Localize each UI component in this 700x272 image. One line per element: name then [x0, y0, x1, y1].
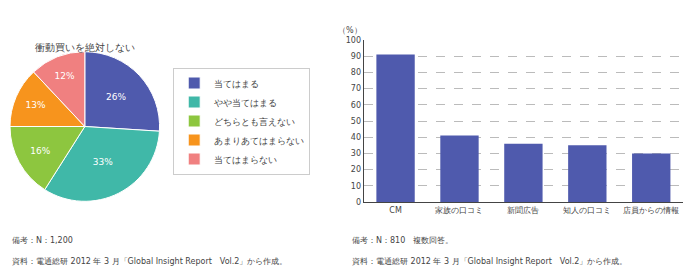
- svg-text:（%）: （%）: [338, 26, 362, 35]
- svg-text:当てはまらない: 当てはまらない: [214, 155, 277, 165]
- svg-text:12%: 12%: [54, 71, 74, 81]
- svg-text:備考：N：810 複数回答。: 備考：N：810 複数回答。: [352, 236, 453, 245]
- svg-text:100: 100: [346, 36, 361, 45]
- svg-text:33%: 33%: [93, 157, 113, 167]
- svg-text:知人の口コミ: 知人の口コミ: [563, 206, 611, 215]
- svg-text:13%: 13%: [25, 100, 45, 110]
- svg-text:資料：電通総研 2012 年 3 月「Global Insi: 資料：電通総研 2012 年 3 月「Global Insight Report…: [352, 257, 627, 266]
- svg-text:新聞広告: 新聞広告: [507, 206, 539, 215]
- svg-text:やや当てはまる: やや当てはまる: [214, 98, 277, 108]
- svg-text:70: 70: [351, 84, 361, 93]
- svg-text:26%: 26%: [106, 92, 126, 102]
- svg-text:0: 0: [356, 198, 361, 207]
- svg-text:50: 50: [351, 117, 361, 126]
- svg-text:10: 10: [351, 182, 361, 191]
- svg-text:16%: 16%: [30, 146, 50, 156]
- svg-text:30: 30: [351, 149, 361, 158]
- svg-text:60: 60: [351, 101, 361, 110]
- svg-text:資料：電通総研 2012 年 3 月「Global Insi: 資料：電通総研 2012 年 3 月「Global Insight Report…: [12, 257, 287, 266]
- svg-text:店員からの情報: 店員からの情報: [623, 206, 679, 215]
- svg-text:衝動買いを絶対しない: 衝動買いを絶対しない: [35, 42, 135, 53]
- svg-text:CM: CM: [389, 206, 402, 215]
- svg-text:どちらとも言えない: どちらとも言えない: [214, 117, 295, 127]
- svg-text:90: 90: [351, 52, 361, 61]
- svg-text:家族の口コミ: 家族の口コミ: [435, 206, 483, 215]
- svg-text:備考：N：1,200: 備考：N：1,200: [12, 236, 73, 245]
- svg-text:80: 80: [351, 68, 361, 77]
- svg-text:あまりあてはまらない: あまりあてはまらない: [214, 136, 304, 146]
- svg-text:40: 40: [351, 133, 361, 142]
- svg-text:当てはまる: 当てはまる: [214, 79, 259, 89]
- svg-text:20: 20: [351, 165, 361, 174]
